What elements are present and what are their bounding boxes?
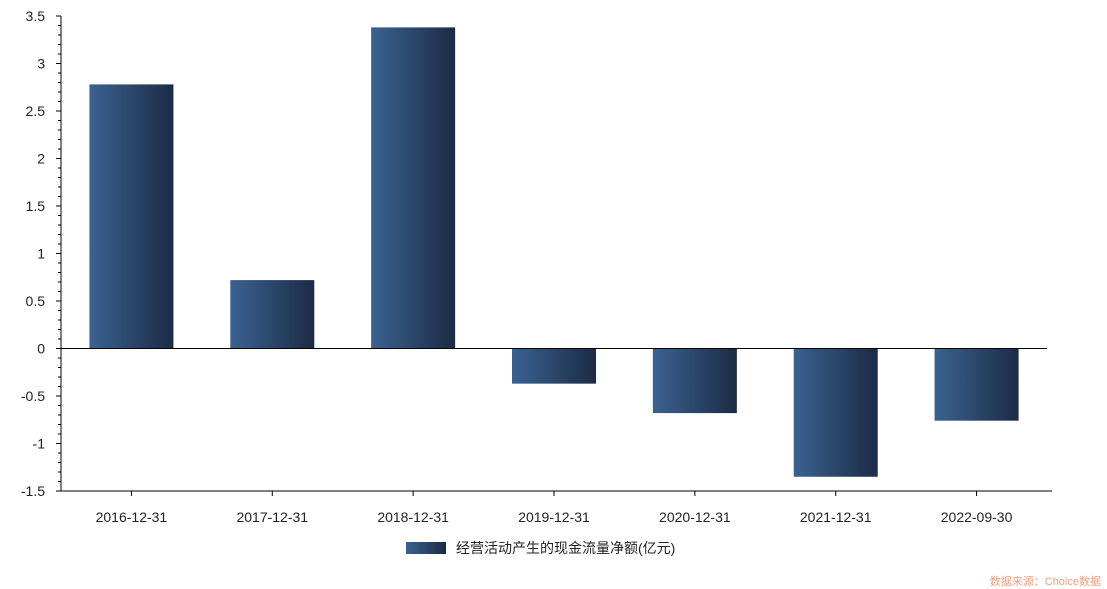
- legend-swatch: [406, 542, 446, 554]
- source-note: 数据来源：Choice数据: [989, 576, 1101, 588]
- y-axis: 3.5 3 2.5 2 1.5 1 0.5 0 -0.5 -1 -1.5: [21, 8, 62, 499]
- x-tick-label: 2016-12-31: [96, 509, 168, 525]
- y-tick-label: 1.5: [26, 198, 46, 214]
- x-tick-label: 2019-12-31: [518, 509, 590, 525]
- bar: [89, 84, 174, 349]
- bar: [793, 348, 878, 477]
- y-tick-label: 0.5: [26, 293, 46, 309]
- y-tick-label: 1: [37, 246, 45, 262]
- y-tick-label: 2.5: [26, 103, 46, 119]
- bar: [652, 348, 737, 414]
- x-tick-label: 2022-09-30: [941, 509, 1013, 525]
- y-tick-label: 2: [37, 151, 45, 167]
- y-tick-label: -1: [33, 436, 46, 452]
- x-tick-label: 2020-12-31: [659, 509, 731, 525]
- x-tick-label: 2018-12-31: [377, 509, 449, 525]
- y-tick-label: 3.5: [26, 8, 46, 24]
- legend: 经营活动产生的现金流量净额(亿元): [406, 538, 675, 558]
- bars: [89, 27, 1019, 477]
- y-tick-label: 0: [37, 341, 45, 357]
- x-tick-label: 2017-12-31: [236, 509, 308, 525]
- legend-label: 经营活动产生的现金流量净额(亿元): [456, 540, 676, 556]
- y-tick-label: -0.5: [21, 388, 45, 404]
- x-axis: 2016-12-31 2017-12-31 2018-12-31 2019-12-31…: [61, 348, 1052, 525]
- bar: [934, 348, 1019, 421]
- bar: [230, 280, 315, 349]
- bar: [512, 348, 596, 384]
- y-tick-label: 3: [37, 56, 45, 72]
- y-tick-label: -1.5: [21, 483, 45, 499]
- bar: [371, 27, 456, 349]
- x-tick-label: 2021-12-31: [800, 509, 872, 525]
